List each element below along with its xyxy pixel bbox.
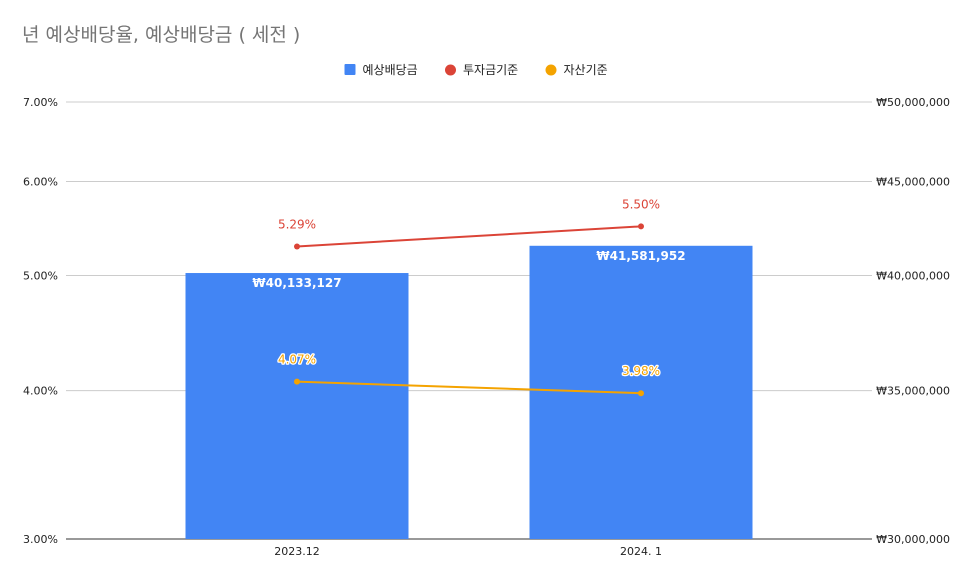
- chart-title: 년 예상배당율, 예상배당금 ( 세전 ): [22, 24, 300, 46]
- x-tick-label: 2024. 1: [620, 545, 662, 558]
- point-data-label: 4.07%: [278, 353, 316, 367]
- x-axis: 2023.12 2024. 1: [274, 545, 662, 558]
- point-data-label: 5.29%: [278, 217, 316, 231]
- right-tick-label: ₩45,000,000: [876, 176, 950, 189]
- series-line: [296, 225, 642, 248]
- bar-data-label: ₩41,581,952: [596, 249, 685, 263]
- x-tick-label: 2023.12: [274, 545, 320, 558]
- legend-label: 자산기준: [564, 63, 608, 77]
- bar-series: ₩40,133,127 ₩41,581,952: [185, 245, 753, 540]
- right-axis: ₩30,000,000 ₩35,000,000 ₩40,000,000 ₩45,000…: [876, 96, 950, 546]
- left-tick-label: 3.00%: [23, 533, 58, 546]
- bar-data-label: ₩40,133,127: [252, 276, 341, 290]
- series-line: [296, 380, 642, 395]
- left-tick-label: 7.00%: [23, 96, 58, 109]
- series-point: [638, 390, 644, 397]
- right-tick-label: ₩35,000,000: [876, 385, 950, 398]
- right-tick-label: ₩30,000,000: [876, 533, 950, 546]
- bar: [185, 273, 409, 539]
- left-tick-label: 4.00%: [23, 385, 58, 398]
- legend-swatch: [545, 64, 557, 76]
- point-data-label: 5.50%: [622, 197, 660, 211]
- left-tick-label: 5.00%: [23, 270, 58, 283]
- right-tick-label: ₩50,000,000: [876, 96, 950, 109]
- series-point: [294, 378, 300, 385]
- legend-swatch: [445, 64, 456, 76]
- series-point: [294, 243, 300, 250]
- legend-label: 투자금기준: [463, 63, 518, 77]
- legend-label: 예상배당금: [363, 63, 418, 77]
- point-data-label: 3.98%: [622, 364, 660, 378]
- legend: 예상배당금 투자금기준 자산기준: [344, 63, 608, 77]
- legend-swatch: [344, 64, 356, 75]
- right-tick-label: ₩40,000,000: [876, 270, 950, 283]
- left-axis: 3.00% 4.00% 5.00% 6.00% 7.00%: [23, 96, 58, 546]
- left-tick-label: 6.00%: [23, 176, 58, 189]
- line-series: 5.29% 5.50% 4.07% 3.98%: [277, 196, 661, 397]
- series-point: [638, 223, 644, 230]
